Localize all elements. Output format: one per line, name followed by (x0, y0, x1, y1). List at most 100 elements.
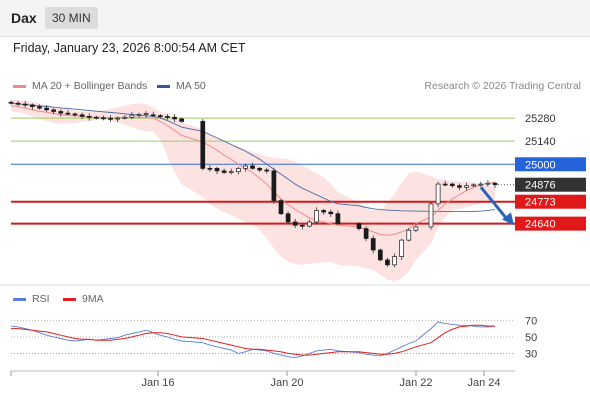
candle (250, 165, 255, 169)
candle (457, 185, 462, 188)
candle (328, 211, 334, 215)
candle (200, 121, 206, 169)
rsi-legend-label: RSI (32, 293, 50, 305)
candle (271, 170, 277, 201)
rsi-swatch (13, 297, 26, 301)
rsi-legend: RSI (13, 293, 50, 305)
ma20-line (10, 105, 496, 236)
candle (478, 183, 484, 186)
candle (122, 116, 128, 119)
candle (257, 168, 263, 171)
price-label-25140: 25140 (525, 136, 556, 148)
candle (157, 115, 163, 117)
ma20-legend: MA 20 + Bollinger Bands (13, 80, 147, 92)
candle (299, 224, 305, 227)
candle (150, 114, 156, 117)
candle (179, 118, 185, 122)
candle (207, 168, 213, 170)
candle (363, 228, 369, 239)
candle (228, 171, 234, 174)
header-bar: Dax 30 MIN (0, 0, 590, 37)
candle (377, 249, 383, 261)
candle (485, 182, 491, 185)
price-tag-24640 (515, 216, 586, 231)
candle (321, 210, 327, 213)
candle (399, 239, 405, 257)
rsi-ma-line (11, 324, 495, 356)
candle (413, 226, 419, 231)
candle (370, 238, 376, 251)
candle (385, 259, 390, 266)
x-tick-label: Jan 24 (467, 377, 500, 389)
candle (15, 102, 21, 105)
price-label-24876: 24876 (525, 180, 556, 192)
candle (307, 221, 312, 227)
candle (264, 169, 270, 172)
candle (243, 165, 248, 169)
ma50-line (10, 102, 496, 213)
candle (37, 106, 42, 109)
candle (86, 116, 92, 118)
candle (29, 104, 35, 107)
symbol-title: Dax (11, 10, 37, 26)
x-tick-label: Jan 20 (270, 377, 303, 389)
candle (471, 184, 477, 187)
ma20-legend-label: MA 20 + Bollinger Bands (32, 80, 148, 92)
candle (101, 117, 106, 120)
candle (292, 221, 298, 226)
price-label-24773: 24773 (525, 197, 556, 209)
candle (108, 118, 113, 120)
candle (136, 113, 142, 116)
candle (143, 113, 149, 115)
candle (278, 200, 284, 215)
price-tag-24876 (515, 177, 586, 192)
candle (214, 168, 220, 172)
price-label-25000: 25000 (525, 159, 556, 171)
rsi-ma-swatch (63, 297, 76, 301)
rsi-ma-legend-label: 9MA (82, 293, 104, 305)
rsi-tick-label: 70 (525, 315, 537, 327)
bollinger-bands (11, 99, 495, 282)
candle (22, 103, 28, 106)
ma50-legend-label: MA 50 (176, 80, 206, 92)
rsi-tick-label: 50 (525, 332, 537, 344)
candle (165, 116, 170, 118)
candle (221, 170, 227, 173)
candle (428, 203, 434, 228)
candle (335, 213, 341, 224)
candle (93, 116, 99, 119)
candle (449, 183, 455, 187)
candle (442, 183, 448, 186)
candle (65, 112, 71, 115)
rsi-ma-legend: 9MA (63, 293, 104, 305)
candle (115, 117, 121, 120)
ma20-swatch (13, 84, 26, 88)
candle (172, 116, 177, 120)
candle (356, 223, 362, 229)
candle (129, 114, 135, 118)
price-label-24640: 24640 (525, 219, 556, 231)
ma50-legend: MA 50 (157, 80, 206, 92)
candle (435, 183, 441, 205)
candle (235, 168, 241, 173)
datetime-label: Friday, January 23, 2026 8:00:54 AM CET (13, 41, 246, 55)
candle (492, 182, 498, 186)
x-tick-label: Jan 16 (141, 377, 174, 389)
rsi-tick-label: 30 (525, 348, 537, 360)
x-tick-label: Jan 22 (399, 377, 432, 389)
candle (51, 109, 57, 112)
ma50-swatch (157, 84, 170, 88)
projection-arrow-head (502, 212, 514, 226)
price-tag-24773 (515, 194, 586, 209)
candle (72, 113, 78, 116)
copyright-label: Research © 2026 Trading Central (424, 80, 581, 92)
candle (58, 111, 64, 114)
candle (392, 256, 397, 266)
price-tag-25000 (515, 157, 586, 172)
candle (8, 101, 14, 104)
price-label-25280: 25280 (525, 113, 556, 125)
candle (464, 185, 469, 188)
timeframe-button[interactable]: 30 MIN (45, 7, 98, 29)
projection-arrow-shaft (479, 186, 510, 222)
